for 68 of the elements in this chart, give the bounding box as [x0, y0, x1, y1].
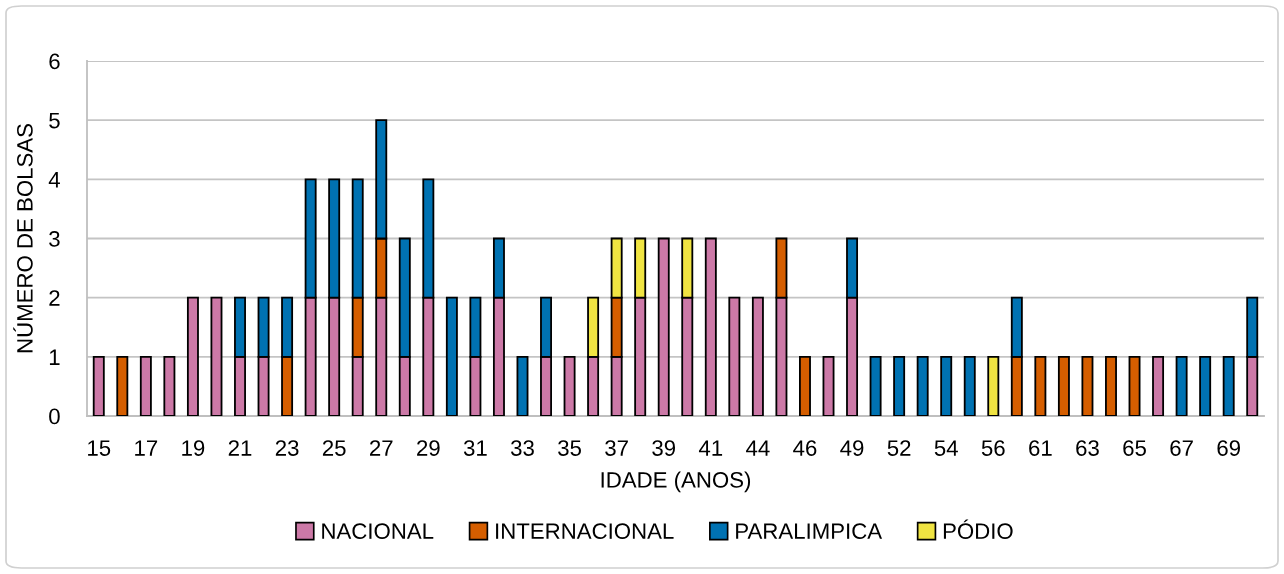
- x-tick-label: 25: [322, 440, 346, 456]
- bar: [1128, 355, 1141, 416]
- bar: [445, 296, 458, 416]
- bar: [92, 355, 105, 416]
- bar: [987, 355, 1000, 416]
- legend-label: INTERNACIONAL: [496, 523, 674, 540]
- x-tick-label: 39: [652, 440, 676, 456]
- bar: [1081, 355, 1094, 416]
- bar: [1175, 355, 1188, 416]
- x-tick-label: 44: [746, 440, 770, 456]
- x-tick-label: 17: [135, 440, 158, 456]
- bar: [963, 355, 976, 416]
- y-tick-label: 4: [48, 172, 60, 188]
- y-tick-label: 5: [49, 112, 60, 129]
- x-tick-label: 49: [840, 440, 864, 456]
- bar: [186, 296, 199, 416]
- x-tick-label: 61: [1029, 440, 1052, 456]
- bar: [1057, 355, 1070, 416]
- bar: [657, 237, 670, 416]
- legend-label: PARALIMPICA: [736, 523, 883, 540]
- x-tick-label: 27: [370, 440, 393, 456]
- legend-label: PÓDIO: [943, 519, 1013, 540]
- x-tick-label: 54: [934, 440, 958, 456]
- bar: [822, 355, 835, 416]
- bar: [139, 355, 152, 416]
- y-tick-label: 3: [49, 231, 60, 247]
- x-tick-label: 31: [463, 440, 487, 456]
- bar: [940, 355, 953, 416]
- bar: [210, 296, 223, 416]
- bar: [1222, 355, 1235, 416]
- y-tick-label: 2: [49, 290, 60, 306]
- y-tick-label: 0: [49, 408, 60, 425]
- bar: [728, 296, 741, 416]
- x-tick-label: 46: [793, 440, 817, 456]
- x-tick-label: 33: [510, 440, 534, 456]
- legend-label: NACIONAL: [322, 523, 434, 540]
- x-tick-label: 69: [1217, 440, 1240, 456]
- y-tick-label: 6: [49, 53, 60, 70]
- x-tick-label: 23: [275, 440, 299, 456]
- bar: [1105, 355, 1117, 416]
- x-tick-label: 67: [1170, 440, 1193, 456]
- x-tick-label: 41: [698, 440, 723, 456]
- x-tick-label: 56: [981, 440, 1005, 456]
- bar: [916, 355, 929, 416]
- x-axis-title: IDADE (ANOS): [601, 471, 751, 493]
- x-tick-label: 21: [228, 440, 252, 456]
- bar: [563, 355, 576, 416]
- x-tick-label: 29: [417, 440, 440, 456]
- x-tick-label: 63: [1076, 440, 1099, 456]
- y-axis-title: NÚMERO DE BOLSAS: [13, 124, 33, 353]
- x-tick-label: 19: [182, 440, 205, 456]
- x-tick-label: 37: [605, 440, 628, 456]
- bar: [751, 296, 764, 416]
- bar: [516, 355, 529, 416]
- x-tick-label: 52: [887, 440, 911, 456]
- bar: [1199, 355, 1212, 416]
- bar: [116, 355, 129, 416]
- bar: [1152, 355, 1165, 416]
- x-tick-label: 65: [1123, 440, 1146, 456]
- bar: [163, 355, 176, 416]
- bar: [869, 355, 882, 416]
- bar: [1034, 355, 1047, 416]
- y-tick-label: 1: [49, 349, 60, 365]
- x-tick-label: 15: [88, 440, 111, 456]
- bar: [704, 237, 717, 416]
- x-tick-label: 35: [558, 440, 581, 456]
- bar: [799, 355, 811, 416]
- bar: [893, 355, 906, 416]
